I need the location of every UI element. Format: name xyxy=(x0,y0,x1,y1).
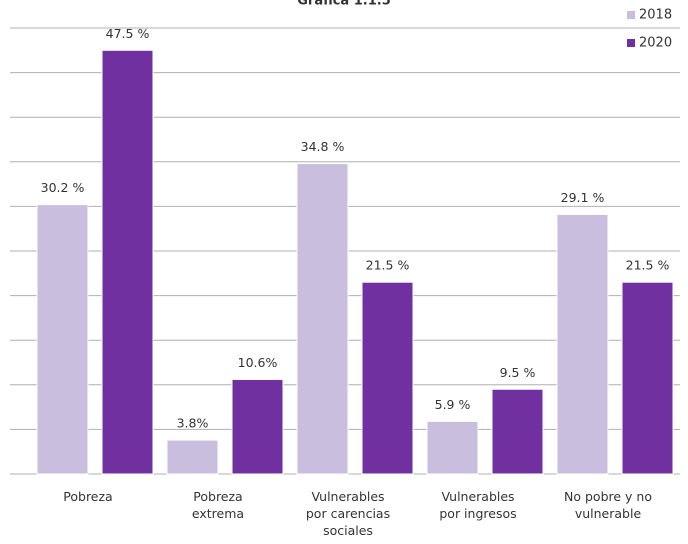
legend-swatch xyxy=(627,11,635,19)
bar xyxy=(166,439,219,475)
bar xyxy=(36,204,89,475)
data-label: 9.5 % xyxy=(500,365,536,380)
bar xyxy=(231,378,284,475)
x-tick-label: Pobreza xyxy=(63,489,112,504)
data-label: 5.9 % xyxy=(435,397,471,412)
data-label: 47.5 % xyxy=(106,26,150,41)
bar xyxy=(101,49,154,475)
bar xyxy=(556,213,609,475)
data-label: 34.8 % xyxy=(301,139,345,154)
bar xyxy=(426,420,479,475)
x-tick-label: Vulnerables por ingresos xyxy=(439,489,516,521)
data-label: 30.2 % xyxy=(41,180,85,195)
x-tick-label: Vulnerables por carencias sociales xyxy=(306,489,390,538)
legend-swatch xyxy=(627,39,635,47)
data-label: 21.5 % xyxy=(626,258,670,273)
legend-label: 2020 xyxy=(639,36,672,51)
x-tick-label: No pobre y no vulnerable xyxy=(564,489,652,521)
bar xyxy=(361,281,414,475)
data-label: 21.5 % xyxy=(366,258,410,273)
bar xyxy=(491,388,544,475)
legend-label: 2018 xyxy=(639,8,672,23)
x-tick-label: Pobreza extrema xyxy=(192,489,244,521)
chart-title: Gráfica 1.1.5 xyxy=(297,0,391,9)
bar xyxy=(621,281,674,475)
data-label: 29.1 % xyxy=(561,190,605,205)
data-label: 10.6% xyxy=(238,355,278,370)
bar xyxy=(296,163,349,475)
data-label: 3.8% xyxy=(177,416,209,431)
